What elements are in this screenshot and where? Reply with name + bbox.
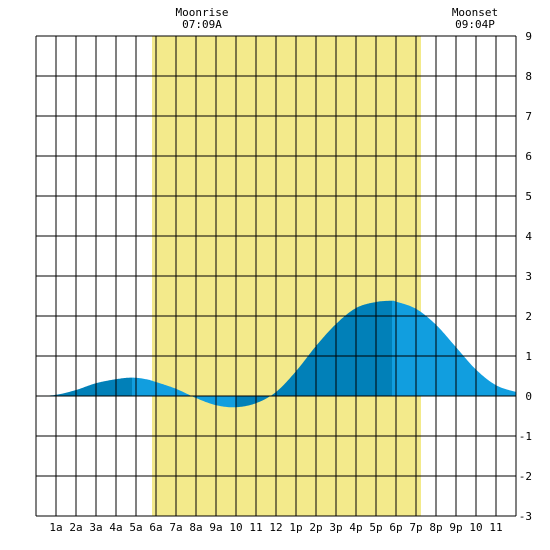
y-tick-label: 4: [525, 230, 532, 243]
y-tick-label: 8: [525, 70, 532, 83]
x-tick-label: 5p: [369, 521, 382, 534]
tide-area-falling: [132, 377, 236, 408]
x-tick-label: 4p: [349, 521, 362, 534]
x-tick-label: 12: [269, 521, 282, 534]
x-tick-label: 2p: [309, 521, 322, 534]
label-layer: Moonrise 07:09A Moonset 09:04P 1a 2a 3a 4a 5…: [49, 6, 532, 534]
moonrise-time: 07:09A: [182, 18, 222, 31]
y-tick-label: 2: [525, 310, 532, 323]
x-tick-label: 6a: [149, 521, 162, 534]
x-tick-label: 8a: [189, 521, 202, 534]
x-tick-label: 1a: [49, 521, 62, 534]
x-tick-label: 3p: [329, 521, 342, 534]
x-tick-label: 7a: [169, 521, 182, 534]
y-tick-label: -1: [519, 430, 532, 443]
y-tick-label: -2: [519, 470, 532, 483]
x-tick-label: 9p: [449, 521, 462, 534]
x-tick-label: 9a: [209, 521, 222, 534]
y-tick-label: 7: [525, 110, 532, 123]
x-tick-label: 5a: [129, 521, 142, 534]
moonrise-label: Moonrise: [176, 6, 229, 19]
x-tick-label: 3a: [89, 521, 102, 534]
grid-layer: [35, 35, 517, 517]
moonset-label: Moonset: [452, 6, 498, 19]
moonset-time: 09:04P: [455, 18, 495, 31]
y-tick-label: 3: [525, 270, 532, 283]
x-tick-label: 11: [489, 521, 502, 534]
x-tick-label: 11: [249, 521, 262, 534]
y-tick-label: 0: [525, 390, 532, 403]
x-tick-label: 10: [469, 521, 482, 534]
x-tick-label: 2a: [69, 521, 82, 534]
tide-area-rising: [36, 377, 132, 396]
x-tick-label: 6p: [389, 521, 402, 534]
x-tick-label: 8p: [429, 521, 442, 534]
x-tick-label: 7p: [409, 521, 422, 534]
tide-area-layer: [36, 300, 516, 408]
y-tick-label: 1: [525, 350, 532, 363]
tide-area-falling: [392, 300, 516, 396]
tide-area-rising: [236, 300, 392, 408]
y-tick-label: 6: [525, 150, 532, 163]
y-tick-label: -3: [519, 510, 532, 523]
x-tick-label: 4a: [109, 521, 122, 534]
y-tick-label: 5: [525, 190, 532, 203]
y-tick-label: 9: [525, 30, 532, 43]
x-tick-label: 1p: [289, 521, 302, 534]
x-tick-label: 10: [229, 521, 242, 534]
